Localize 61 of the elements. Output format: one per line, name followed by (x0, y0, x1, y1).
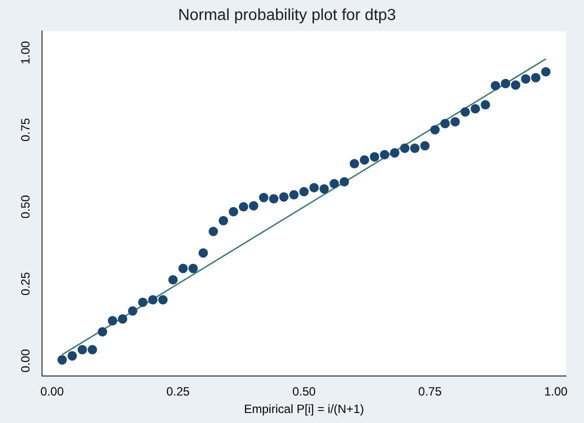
point (531, 73, 540, 82)
point (340, 177, 350, 187)
point (168, 275, 178, 284)
point (248, 201, 258, 211)
point (430, 125, 440, 134)
x-tick-label: 0.50 (292, 384, 316, 399)
y-tick-label: 0.00 (18, 348, 32, 372)
point (108, 316, 118, 326)
point (198, 248, 208, 258)
point (460, 107, 470, 117)
point (480, 100, 490, 110)
point (520, 74, 530, 84)
point (218, 216, 228, 226)
point (188, 264, 198, 274)
x-axis-title: Empirical P[i] = i/(N+1) (244, 402, 364, 416)
y-tick-label: 0.75 (18, 118, 32, 142)
point (68, 351, 77, 361)
point (299, 186, 309, 196)
point (78, 345, 88, 354)
point (158, 295, 168, 305)
point (440, 118, 450, 128)
point (289, 190, 299, 200)
point (350, 158, 360, 168)
chart-title: Normal probability plot for dtp3 (178, 7, 396, 24)
point (98, 327, 108, 337)
point (118, 314, 128, 324)
point (279, 192, 289, 202)
point (390, 148, 400, 158)
point (510, 80, 520, 90)
point (57, 355, 67, 365)
point (238, 202, 248, 212)
x-tick-label: 1.00 (544, 384, 568, 399)
x-tick-label: 0.25 (166, 384, 190, 399)
y-tick-label: 0.25 (18, 272, 32, 296)
point (228, 207, 238, 216)
point (178, 264, 188, 274)
point (258, 192, 268, 202)
point (309, 182, 319, 192)
point (370, 152, 380, 162)
point (88, 345, 98, 354)
point (500, 78, 510, 88)
x-tick-label: 0.75 (418, 384, 442, 399)
point (400, 144, 410, 153)
point (410, 144, 420, 153)
point (450, 117, 460, 126)
y-tick-label: 1.00 (18, 40, 32, 64)
point (541, 67, 551, 77)
x-tick-label: 0.00 (40, 384, 64, 399)
y-tick-label: 0.50 (18, 194, 32, 218)
point (360, 155, 370, 165)
point (269, 194, 278, 204)
point (420, 141, 430, 150)
point (330, 178, 339, 188)
point (380, 150, 390, 160)
point (319, 184, 329, 194)
point (470, 104, 480, 114)
point (208, 226, 218, 236)
point (148, 295, 158, 305)
point (128, 306, 138, 316)
point (138, 298, 148, 307)
point (490, 81, 500, 90)
